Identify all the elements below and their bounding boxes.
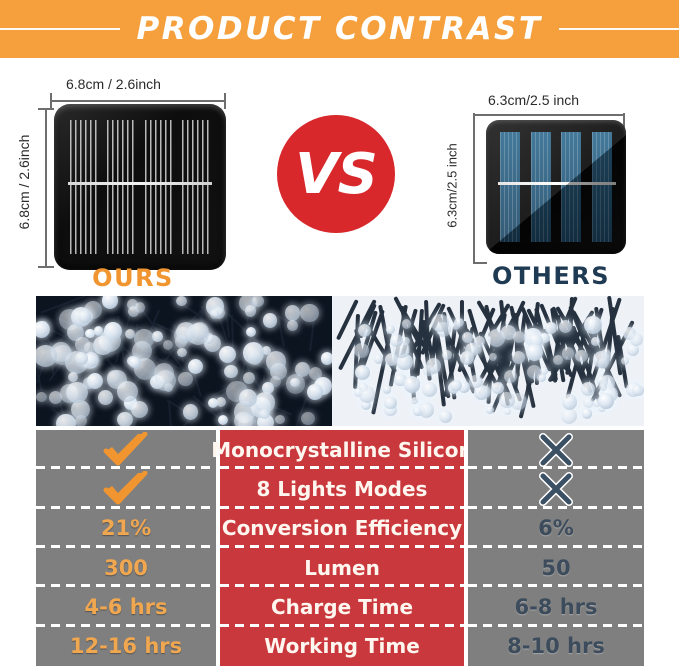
- ours-solar-busbar: [68, 182, 212, 185]
- ours-value-cell: 21%: [36, 508, 216, 549]
- ours-value-text: 12-16 hrs: [69, 634, 183, 659]
- ours-solar-panel-image: [54, 104, 226, 270]
- column-gap-left: [216, 430, 220, 470]
- feature-label-text: Conversion Efficiency: [221, 516, 463, 541]
- ours-value-text: 4-6 hrs: [84, 594, 168, 619]
- feature-label-text: Lumen: [304, 555, 380, 580]
- column-gap-left: [216, 508, 220, 548]
- others-width-dimension-label: 6.3cm/2.5 inch: [488, 92, 580, 108]
- column-gap-right: [464, 469, 468, 509]
- ours-product-panel: 6.8cm / 2.6inch 6.8cm / 2.6inch OURS: [8, 66, 258, 292]
- column-gap-right: [464, 508, 468, 548]
- product-compare-section: 6.8cm / 2.6inch 6.8cm / 2.6inch OURS VS …: [0, 58, 679, 292]
- others-value-cell: [468, 469, 644, 509]
- column-gap-left: [216, 469, 220, 509]
- column-gap-left: [216, 587, 220, 627]
- ours-solar-cell-grid: [70, 120, 210, 254]
- ours-value-text: 21%: [100, 516, 152, 541]
- others-value-text: 6-8 hrs: [514, 594, 598, 619]
- others-value-text: 6%: [538, 516, 574, 541]
- feature-label-text: 8 Lights Modes: [256, 476, 428, 501]
- vs-badge: VS: [277, 115, 395, 233]
- ours-value-cell: 12-16 hrs: [36, 626, 216, 666]
- ours-value-cell: 300: [36, 547, 216, 588]
- others-value-text: 8-10 hrs: [507, 634, 605, 659]
- table-row: 4-6 hrs Charge Time 6-8 hrs: [36, 587, 644, 627]
- ours-value-cell: 4-6 hrs: [36, 587, 216, 627]
- others-lights-photo: [332, 296, 644, 426]
- table-row: 300 Lumen 50: [36, 547, 644, 588]
- column-gap-left: [216, 547, 220, 588]
- column-gap-right: [464, 587, 468, 627]
- table-row: Monocrystalline Silicon: [36, 430, 644, 470]
- feature-label-text: Monocrystalline Silicon: [211, 437, 473, 462]
- table-row: 8 Lights Modes: [36, 469, 644, 509]
- others-value-text: 50: [541, 555, 571, 580]
- ours-brand-label: OURS: [92, 264, 174, 292]
- ours-width-dimension-label: 6.8cm / 2.6inch: [66, 76, 161, 92]
- header-banner: PRODUCT CONTRAST: [0, 0, 679, 58]
- vs-label: VS: [295, 141, 378, 207]
- others-solar-cell-grid: [500, 132, 612, 242]
- ours-value-text: 300: [104, 555, 148, 580]
- feature-label-cell: Conversion Efficiency: [220, 508, 464, 549]
- feature-label-text: Charge Time: [270, 594, 414, 619]
- others-solar-busbar: [498, 182, 616, 185]
- page-title: PRODUCT CONTRAST: [120, 11, 559, 47]
- others-product-panel: 6.3cm/2.5 inch 6.3cm/2.5 inch OTHERS: [420, 66, 670, 290]
- ours-width-dimension-line: [50, 93, 226, 109]
- others-solar-panel-image: [486, 120, 626, 254]
- feature-label-cell: Lumen: [220, 547, 464, 588]
- cross-icon: [539, 471, 573, 506]
- ours-value-cell: [36, 469, 216, 509]
- others-height-dimension-label: 6.3cm/2.5 inch: [444, 143, 460, 228]
- comparison-table: Monocrystalline Silicon 8 Lights Modes 21%…: [36, 430, 644, 666]
- ours-value-cell: [36, 430, 216, 470]
- others-width-dimension-line: [473, 113, 625, 129]
- ours-height-dimension-line: [38, 108, 54, 268]
- others-value-cell: 6%: [468, 508, 644, 549]
- cross-icon: [539, 432, 573, 467]
- column-gap-right: [464, 547, 468, 588]
- others-brand-label: OTHERS: [491, 262, 611, 290]
- feature-label-cell: Monocrystalline Silicon: [211, 430, 473, 470]
- feature-label-cell: Working Time: [220, 626, 464, 666]
- feature-label-text: Working Time: [264, 634, 420, 659]
- ours-height-dimension-label: 6.8cm / 2.6inch: [16, 134, 32, 230]
- others-value-cell: [468, 430, 644, 470]
- product-photo-strip: [36, 296, 644, 426]
- check-icon: [103, 470, 149, 507]
- feature-label-cell: 8 Lights Modes: [220, 469, 464, 509]
- others-value-cell: 8-10 hrs: [468, 626, 644, 666]
- column-gap-right: [464, 430, 468, 470]
- table-row: 21% Conversion Efficiency 6%: [36, 508, 644, 549]
- check-icon: [103, 431, 149, 468]
- column-gap-left: [216, 626, 220, 666]
- feature-label-cell: Charge Time: [220, 587, 464, 627]
- others-value-cell: 6-8 hrs: [468, 587, 644, 627]
- ours-lights-photo: [36, 296, 332, 426]
- column-gap-right: [464, 626, 468, 666]
- others-value-cell: 50: [468, 547, 644, 588]
- others-height-dimension-line: [473, 116, 487, 264]
- table-row: 12-16 hrs Working Time 8-10 hrs: [36, 626, 644, 666]
